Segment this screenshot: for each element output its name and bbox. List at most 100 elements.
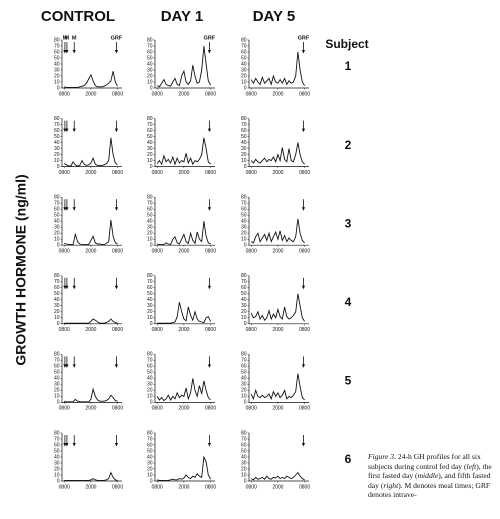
gh-line bbox=[250, 218, 305, 244]
gh-line bbox=[250, 293, 305, 322]
x-tick-label: 0800 bbox=[59, 91, 70, 97]
y-tick-label: 0 bbox=[57, 85, 60, 91]
subject-number: 2 bbox=[345, 138, 352, 152]
y-tick-label: 10 bbox=[241, 315, 247, 321]
y-tick-label: 0 bbox=[244, 321, 247, 327]
y-tick-label: 60 bbox=[54, 49, 60, 55]
x-tick-label: 0800 bbox=[112, 484, 123, 490]
event-arrowhead bbox=[65, 207, 69, 211]
gh-line bbox=[63, 137, 118, 167]
x-tick-label: 2000 bbox=[85, 170, 96, 176]
y-tick-label: 20 bbox=[147, 152, 153, 158]
y-tick-label: 30 bbox=[241, 67, 247, 73]
x-tick-label: 0800 bbox=[299, 484, 310, 490]
y-tick-label: 20 bbox=[54, 73, 60, 79]
y-tick-label: 10 bbox=[147, 158, 153, 164]
gh-line bbox=[250, 142, 305, 165]
y-tick-label: 0 bbox=[244, 85, 247, 91]
y-tick-label: 70 bbox=[147, 201, 153, 207]
y-tick-label: 20 bbox=[147, 73, 153, 79]
y-tick-label: 80 bbox=[147, 352, 153, 358]
y-tick-label: 50 bbox=[241, 448, 247, 454]
event-arrowhead bbox=[114, 443, 119, 447]
y-tick-label: 20 bbox=[54, 152, 60, 158]
y-tick-label: 80 bbox=[147, 37, 153, 43]
event-arrowhead bbox=[72, 50, 76, 54]
x-tick-label: 0800 bbox=[205, 91, 216, 97]
y-tick-label: 10 bbox=[241, 79, 247, 85]
y-tick-label: 40 bbox=[241, 219, 247, 225]
event-arrowhead bbox=[114, 50, 119, 54]
caption-part: ). M denotes meal times; GRF denotes int… bbox=[368, 480, 491, 500]
x-tick-label: 0800 bbox=[205, 327, 216, 333]
y-tick-label: 60 bbox=[147, 49, 153, 55]
x-tick-label: 0800 bbox=[112, 327, 123, 333]
y-tick-label: 40 bbox=[54, 219, 60, 225]
x-tick-label: 0800 bbox=[112, 249, 123, 255]
column-header: DAY 1 bbox=[161, 8, 204, 25]
event-arrowhead bbox=[65, 285, 69, 290]
y-tick-label: 20 bbox=[54, 309, 60, 315]
y-tick-label: 30 bbox=[147, 382, 153, 388]
y-tick-label: 60 bbox=[54, 285, 60, 291]
y-tick-label: 10 bbox=[241, 472, 247, 478]
y-tick-label: 60 bbox=[54, 364, 60, 370]
event-label: M bbox=[63, 35, 68, 41]
y-tick-label: 60 bbox=[54, 128, 60, 134]
x-tick-label: 2000 bbox=[178, 406, 189, 412]
x-tick-label: 0800 bbox=[112, 406, 123, 412]
y-tick-label: 0 bbox=[150, 164, 153, 170]
y-tick-label: 0 bbox=[57, 243, 60, 249]
y-tick-label: 20 bbox=[147, 466, 153, 472]
x-tick-label: 2000 bbox=[85, 327, 96, 333]
y-tick-label: 40 bbox=[147, 454, 153, 460]
x-tick-label: 0800 bbox=[205, 249, 216, 255]
y-tick-label: 20 bbox=[147, 388, 153, 394]
column-header: DAY 5 bbox=[253, 8, 296, 25]
y-tick-label: 50 bbox=[147, 448, 153, 454]
y-tick-label: 70 bbox=[147, 436, 153, 442]
y-tick-label: 50 bbox=[241, 213, 247, 219]
y-tick-label: 60 bbox=[147, 442, 153, 448]
y-tick-label: 10 bbox=[147, 237, 153, 243]
y-tick-label: 80 bbox=[54, 37, 60, 43]
event-arrowhead bbox=[65, 50, 69, 54]
y-tick-label: 0 bbox=[150, 478, 153, 484]
x-tick-label: 0800 bbox=[59, 484, 70, 490]
y-tick-label: 50 bbox=[241, 134, 247, 140]
x-tick-label: 2000 bbox=[85, 249, 96, 255]
y-tick-label: 20 bbox=[54, 388, 60, 394]
x-tick-label: 0800 bbox=[299, 406, 310, 412]
x-tick-label: 2000 bbox=[272, 484, 283, 490]
subject-number: 4 bbox=[345, 295, 352, 309]
y-tick-label: 30 bbox=[241, 382, 247, 388]
y-tick-label: 0 bbox=[244, 243, 247, 249]
event-arrowhead bbox=[72, 207, 76, 211]
gh-line bbox=[64, 387, 118, 403]
y-tick-label: 50 bbox=[241, 55, 247, 61]
y-tick-label: 30 bbox=[147, 303, 153, 309]
y-tick-label: 40 bbox=[241, 297, 247, 303]
y-tick-label: 70 bbox=[54, 43, 60, 49]
y-tick-label: 10 bbox=[241, 394, 247, 400]
y-tick-label: 20 bbox=[241, 466, 247, 472]
gh-line bbox=[157, 455, 211, 481]
gh-line bbox=[156, 137, 211, 166]
y-tick-label: 50 bbox=[147, 55, 153, 61]
y-tick-label: 10 bbox=[54, 394, 60, 400]
y-tick-label: 40 bbox=[241, 376, 247, 382]
x-tick-label: 0800 bbox=[152, 249, 163, 255]
y-tick-label: 40 bbox=[54, 61, 60, 67]
y-tick-label: 10 bbox=[147, 79, 153, 85]
y-tick-label: 20 bbox=[241, 388, 247, 394]
y-tick-label: 70 bbox=[54, 122, 60, 128]
y-tick-label: 30 bbox=[241, 146, 247, 152]
y-tick-label: 50 bbox=[54, 291, 60, 297]
y-tick-label: 10 bbox=[241, 237, 247, 243]
y-tick-label: 0 bbox=[244, 400, 247, 406]
y-tick-label: 30 bbox=[54, 67, 60, 73]
y-tick-label: 80 bbox=[54, 352, 60, 358]
gh-line bbox=[64, 471, 118, 481]
gh-line bbox=[64, 71, 118, 88]
event-arrowhead bbox=[301, 207, 306, 211]
